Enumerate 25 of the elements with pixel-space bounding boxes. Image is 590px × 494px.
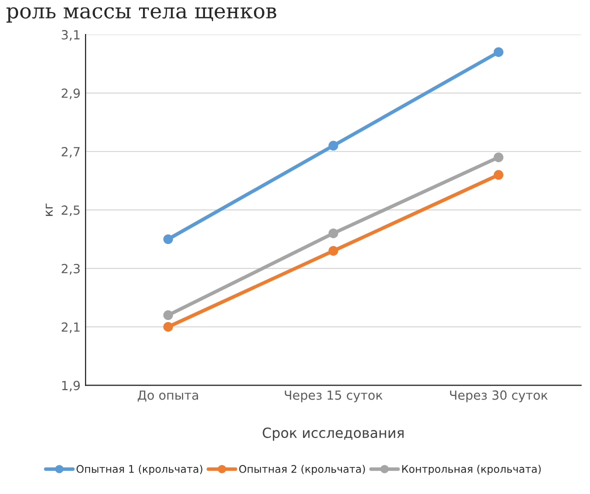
point (328, 228, 338, 238)
point (494, 170, 504, 180)
point (163, 234, 174, 244)
x-tick-label: Через 15 суток (284, 390, 382, 402)
legend-label: Опытная 1 (крольчата) (76, 464, 202, 475)
x-axis-title: Срок исследования (262, 428, 404, 441)
y-tick-label: 2,9 (62, 88, 80, 100)
y-tick-label: 2,3 (62, 264, 80, 275)
x-tick-label: Через 30 суток (450, 390, 548, 402)
y-axis-title: кг (46, 204, 53, 216)
y-tick-label: 2,5 (62, 205, 80, 216)
point (328, 246, 338, 256)
x-tick-label: До опыта (138, 390, 198, 402)
legend-label: Опытная 2 (крольчата) (239, 464, 365, 475)
point (163, 310, 174, 320)
y-tick-label: 1,9 (62, 380, 80, 392)
y-tick-label: 2,1 (62, 322, 80, 334)
y-tick-label: 2,7 (62, 146, 80, 158)
point (494, 152, 504, 162)
chart-title: роль массы тела щенков (6, 7, 276, 23)
point (328, 140, 338, 151)
legend-label: Контрольная (крольчата) (402, 464, 541, 475)
point (163, 322, 174, 332)
y-tick-label: 3,1 (62, 30, 80, 41)
point (494, 47, 504, 57)
